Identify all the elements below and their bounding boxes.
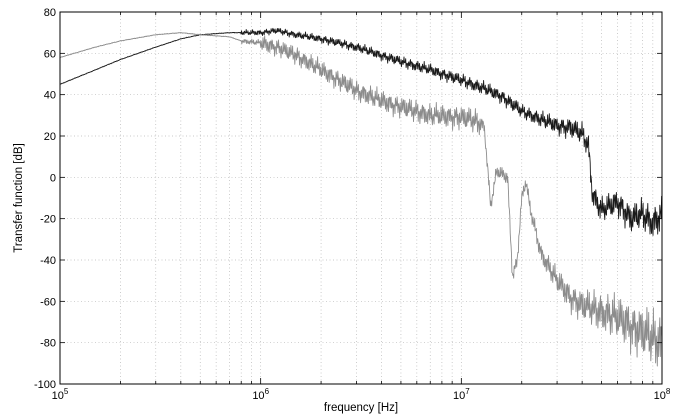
series-line-2 <box>59 32 663 367</box>
y-tick-label: -100 <box>34 379 56 391</box>
y-tick-label: 0 <box>50 172 56 184</box>
y-tick-label: -20 <box>40 214 56 226</box>
x-tick-label: 106 <box>252 387 269 402</box>
y-axis-title: Transfer function [dB] <box>13 143 25 253</box>
x-tick-label: 105 <box>52 387 69 402</box>
y-tick-label: 80 <box>44 7 56 19</box>
series-line-1 <box>59 27 663 236</box>
grid <box>60 12 662 384</box>
y-tick-label: 40 <box>44 90 56 102</box>
x-axis-title: frequency [Hz] <box>324 402 398 414</box>
x-tick-label: 108 <box>654 387 671 402</box>
y-tick-label: 20 <box>44 131 56 143</box>
x-tick-label: 107 <box>453 387 470 402</box>
plot-area <box>60 12 662 384</box>
y-tick-label: -60 <box>40 296 56 308</box>
y-tick-label: 60 <box>44 48 56 60</box>
series-layer <box>59 27 663 367</box>
y-tick-label: -80 <box>40 338 56 350</box>
y-tick-label: -40 <box>40 255 56 267</box>
plot-frame <box>59 11 663 385</box>
